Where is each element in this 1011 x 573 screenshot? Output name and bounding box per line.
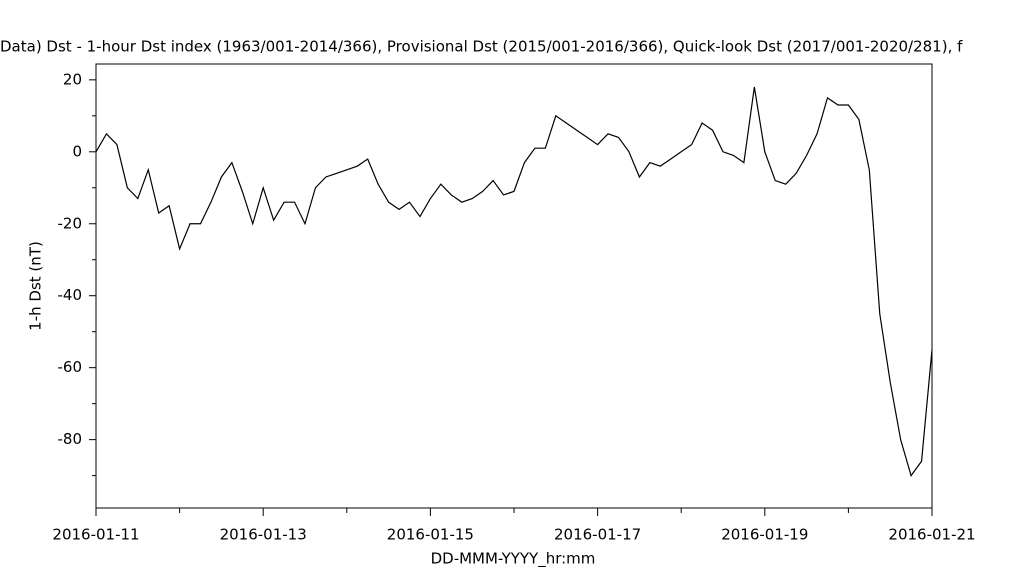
- y-tick-label: 20: [63, 70, 82, 88]
- y-tick-label: -40: [58, 286, 83, 304]
- x-tick-label: 2016-01-11: [52, 526, 139, 544]
- y-tick-label: -60: [58, 358, 83, 376]
- y-axis-label: 1-h Dst (nT): [27, 241, 45, 331]
- y-tick-label: -20: [58, 214, 83, 232]
- data-line: [95, 86, 933, 477]
- y-tick-label: -80: [58, 430, 83, 448]
- plot-frame: [95, 63, 933, 509]
- x-tick-label: 2016-01-19: [721, 526, 808, 544]
- x-tick-label: 2016-01-17: [554, 526, 641, 544]
- x-tick-label: 2016-01-21: [888, 526, 975, 544]
- y-tick-label: 0: [72, 142, 82, 160]
- x-axis-label: DD-MMM-YYYY_hr:mm: [431, 550, 596, 569]
- chart-title: Data) Dst - 1-hour Dst index (1963/001-2…: [0, 38, 963, 56]
- x-tick-label: 2016-01-13: [220, 526, 307, 544]
- x-tick-label: 2016-01-15: [387, 526, 474, 544]
